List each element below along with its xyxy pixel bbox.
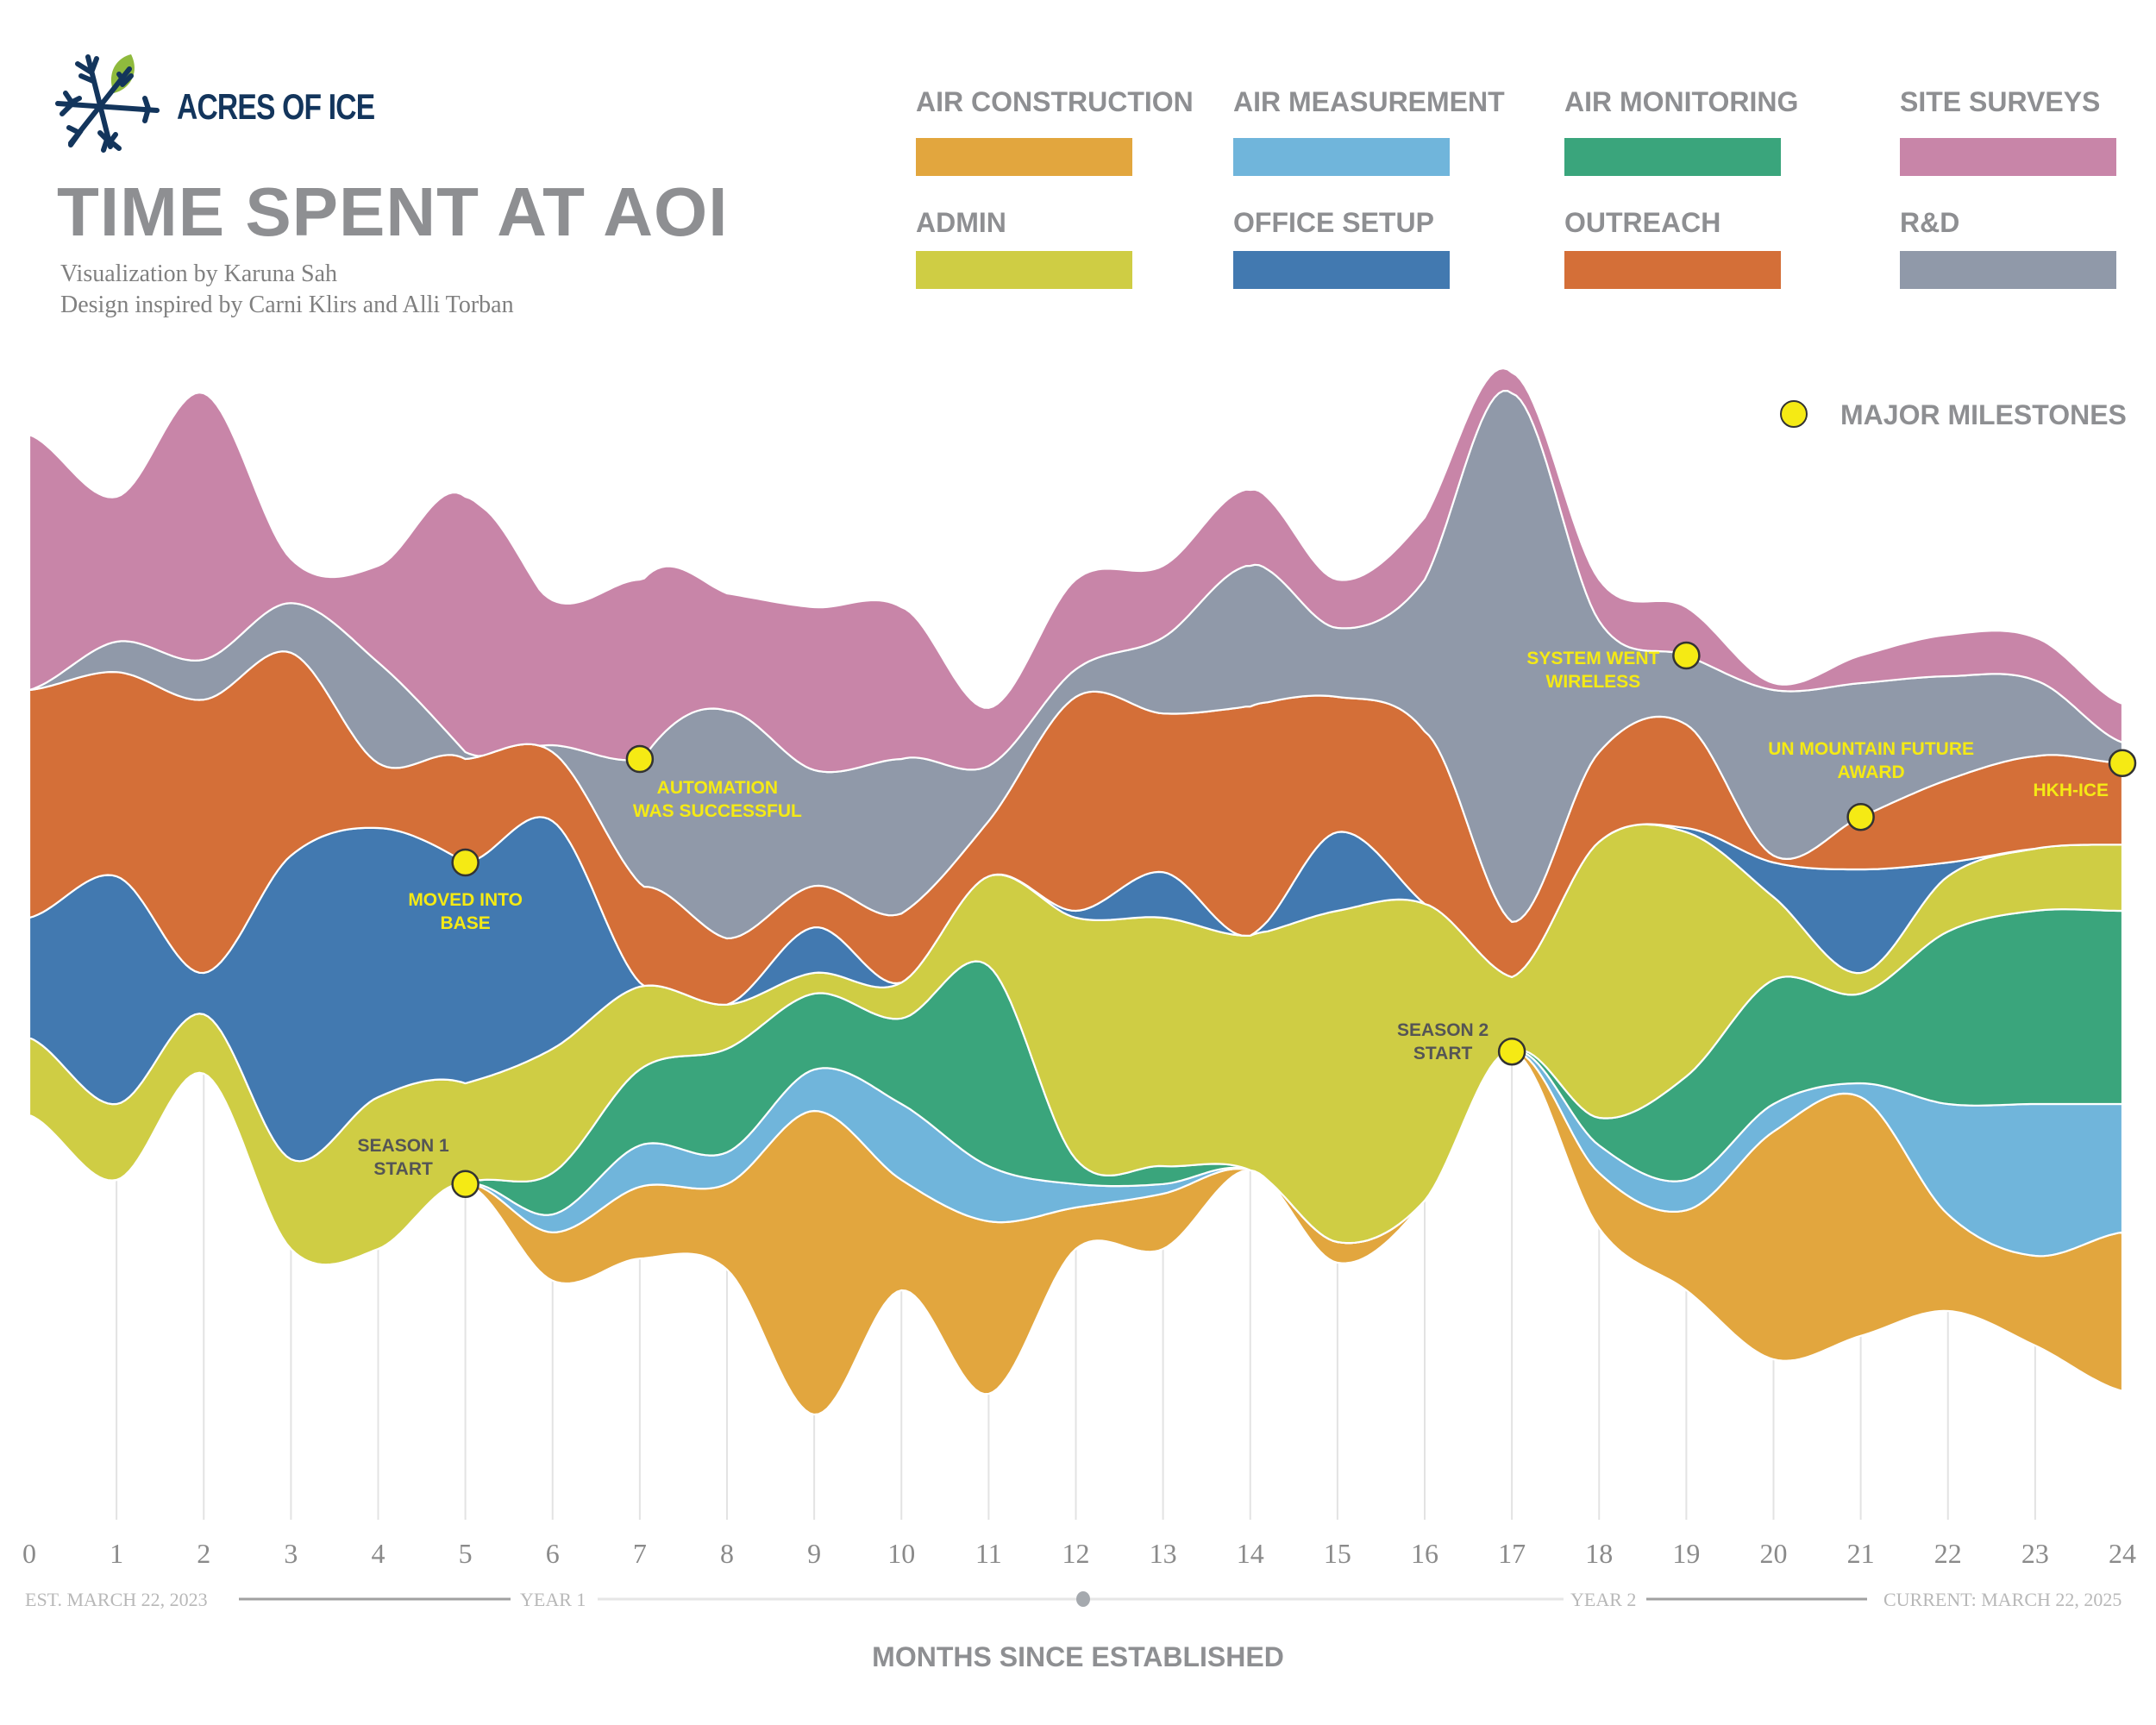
milestone-legend-label: MAJOR MILESTONES xyxy=(1840,399,2127,430)
milestone: AUTOMATION WAS SUCCESSFUL xyxy=(625,744,802,821)
legend-label: R&D xyxy=(1900,207,1960,238)
x-tick-label: 18 xyxy=(1585,1538,1613,1569)
milestone-label: SEASON 2 xyxy=(1397,1020,1489,1040)
x-tick-label: 24 xyxy=(2109,1538,2136,1569)
milestone-label: WAS SUCCESSFUL xyxy=(633,801,802,821)
milestone: SYSTEM WENT WIRELESS xyxy=(1526,641,1701,692)
x-tick-label: 21 xyxy=(1847,1538,1875,1569)
brand-name: ACRES OF ICE xyxy=(177,86,375,127)
milestone-dot[interactable] xyxy=(1497,1037,1526,1066)
milestone-label: SEASON 1 xyxy=(358,1136,450,1156)
x-tick-label: 1 xyxy=(110,1538,123,1569)
x-tick-label: 0 xyxy=(22,1538,36,1569)
x-tick-label: 23 xyxy=(2021,1538,2049,1569)
milestone-label: WIRELESS xyxy=(1546,672,1641,692)
milestone-dot[interactable] xyxy=(2108,749,2137,778)
timeline-end: CURRENT: MARCH 22, 2025 xyxy=(1883,1589,2122,1610)
milestone-label: UN MOUNTAIN FUTURE xyxy=(1768,739,1974,759)
x-tick-label: 8 xyxy=(720,1538,734,1569)
legend-swatch xyxy=(916,138,1132,176)
credit-visualization: Visualization by Karuna Sah xyxy=(60,260,338,287)
x-tick-label: 17 xyxy=(1498,1538,1526,1569)
x-tick-label: 12 xyxy=(1062,1538,1090,1569)
x-tick-label: 5 xyxy=(459,1538,473,1569)
legend-swatch xyxy=(1564,138,1781,176)
x-tick-label: 11 xyxy=(975,1538,1002,1569)
timeline-start: EST. MARCH 22, 2023 xyxy=(25,1589,208,1610)
credit-design: Design inspired by Carni Klirs and Alli … xyxy=(60,292,514,318)
milestone-legend-dot xyxy=(1780,400,1808,428)
x-tick-label: 16 xyxy=(1411,1538,1438,1569)
milestone: SEASON 2 START xyxy=(1397,1020,1526,1066)
milestone-dot[interactable] xyxy=(625,744,655,774)
milestone-dot[interactable] xyxy=(1672,641,1701,670)
milestone-legend: MAJOR MILESTONES xyxy=(1780,399,2127,430)
page-title: TIME SPENT AT AOI xyxy=(57,173,729,250)
x-tick-label: 13 xyxy=(1150,1538,1177,1569)
milestone: MOVED INTO BASE xyxy=(408,848,523,933)
legend-label: AIR MONITORING xyxy=(1564,86,1799,117)
legend-swatch xyxy=(1900,138,2116,176)
milestone-label: AWARD xyxy=(1838,762,1905,782)
milestone-label: START xyxy=(1413,1044,1473,1063)
milestone-label: BASE xyxy=(440,913,490,933)
milestone-label: AUTOMATION xyxy=(657,778,778,798)
legend-swatch xyxy=(916,251,1132,289)
x-tick-label: 9 xyxy=(807,1538,821,1569)
milestone: UN MOUNTAIN FUTURE AWARD xyxy=(1768,739,1974,831)
x-axis-title: MONTHS SINCE ESTABLISHED xyxy=(872,1641,1284,1672)
legend-label: AIR MEASUREMENT xyxy=(1233,86,1505,117)
snowflake-leaf-icon xyxy=(55,54,160,153)
x-tick-label: 10 xyxy=(887,1538,915,1569)
legend-label: AIR CONSTRUCTION xyxy=(916,86,1194,117)
timeline-midpoint xyxy=(1076,1591,1090,1607)
x-tick-label: 19 xyxy=(1672,1538,1700,1569)
x-tick-label: 7 xyxy=(633,1538,647,1569)
timeline-year1: YEAR 1 xyxy=(520,1589,586,1610)
x-tick-label: 2 xyxy=(197,1538,210,1569)
legend-swatch xyxy=(1564,251,1781,289)
milestone-label: MOVED INTO xyxy=(408,890,523,910)
x-tick-label: 15 xyxy=(1324,1538,1351,1569)
milestone-label: HKH-ICE xyxy=(2034,781,2109,800)
x-tick-label: 14 xyxy=(1237,1538,1264,1569)
milestone-dot[interactable] xyxy=(1846,802,1875,831)
legend-label: OUTREACH xyxy=(1564,207,1721,238)
x-tick-label: 4 xyxy=(372,1538,385,1569)
legend-swatch xyxy=(1900,251,2116,289)
timeline-year2: YEAR 2 xyxy=(1570,1589,1636,1610)
stream-layer-site-surveys xyxy=(28,367,2124,774)
x-tick-label: 20 xyxy=(1760,1538,1788,1569)
milestone-label: START xyxy=(373,1159,433,1179)
milestone-dot[interactable] xyxy=(451,1170,479,1199)
legend-label: ADMIN xyxy=(916,207,1006,238)
x-tick-label: 22 xyxy=(1934,1538,1962,1569)
legend-label: SITE SURVEYS xyxy=(1900,86,2101,117)
x-tick-label: 6 xyxy=(546,1538,560,1569)
milestone-dot[interactable] xyxy=(451,848,479,877)
milestone: SEASON 1 START xyxy=(358,1136,479,1199)
milestone-label: SYSTEM WENT xyxy=(1526,649,1659,668)
legend-swatch xyxy=(1233,138,1450,176)
x-tick-label: 3 xyxy=(284,1538,298,1569)
legend-swatch xyxy=(1233,251,1450,289)
milestone: HKH-ICE xyxy=(2034,749,2137,800)
timeline: EST. MARCH 22, 2023 YEAR 1 YEAR 2 CURREN… xyxy=(25,1589,2122,1610)
legend-label: OFFICE SETUP xyxy=(1233,207,1434,238)
